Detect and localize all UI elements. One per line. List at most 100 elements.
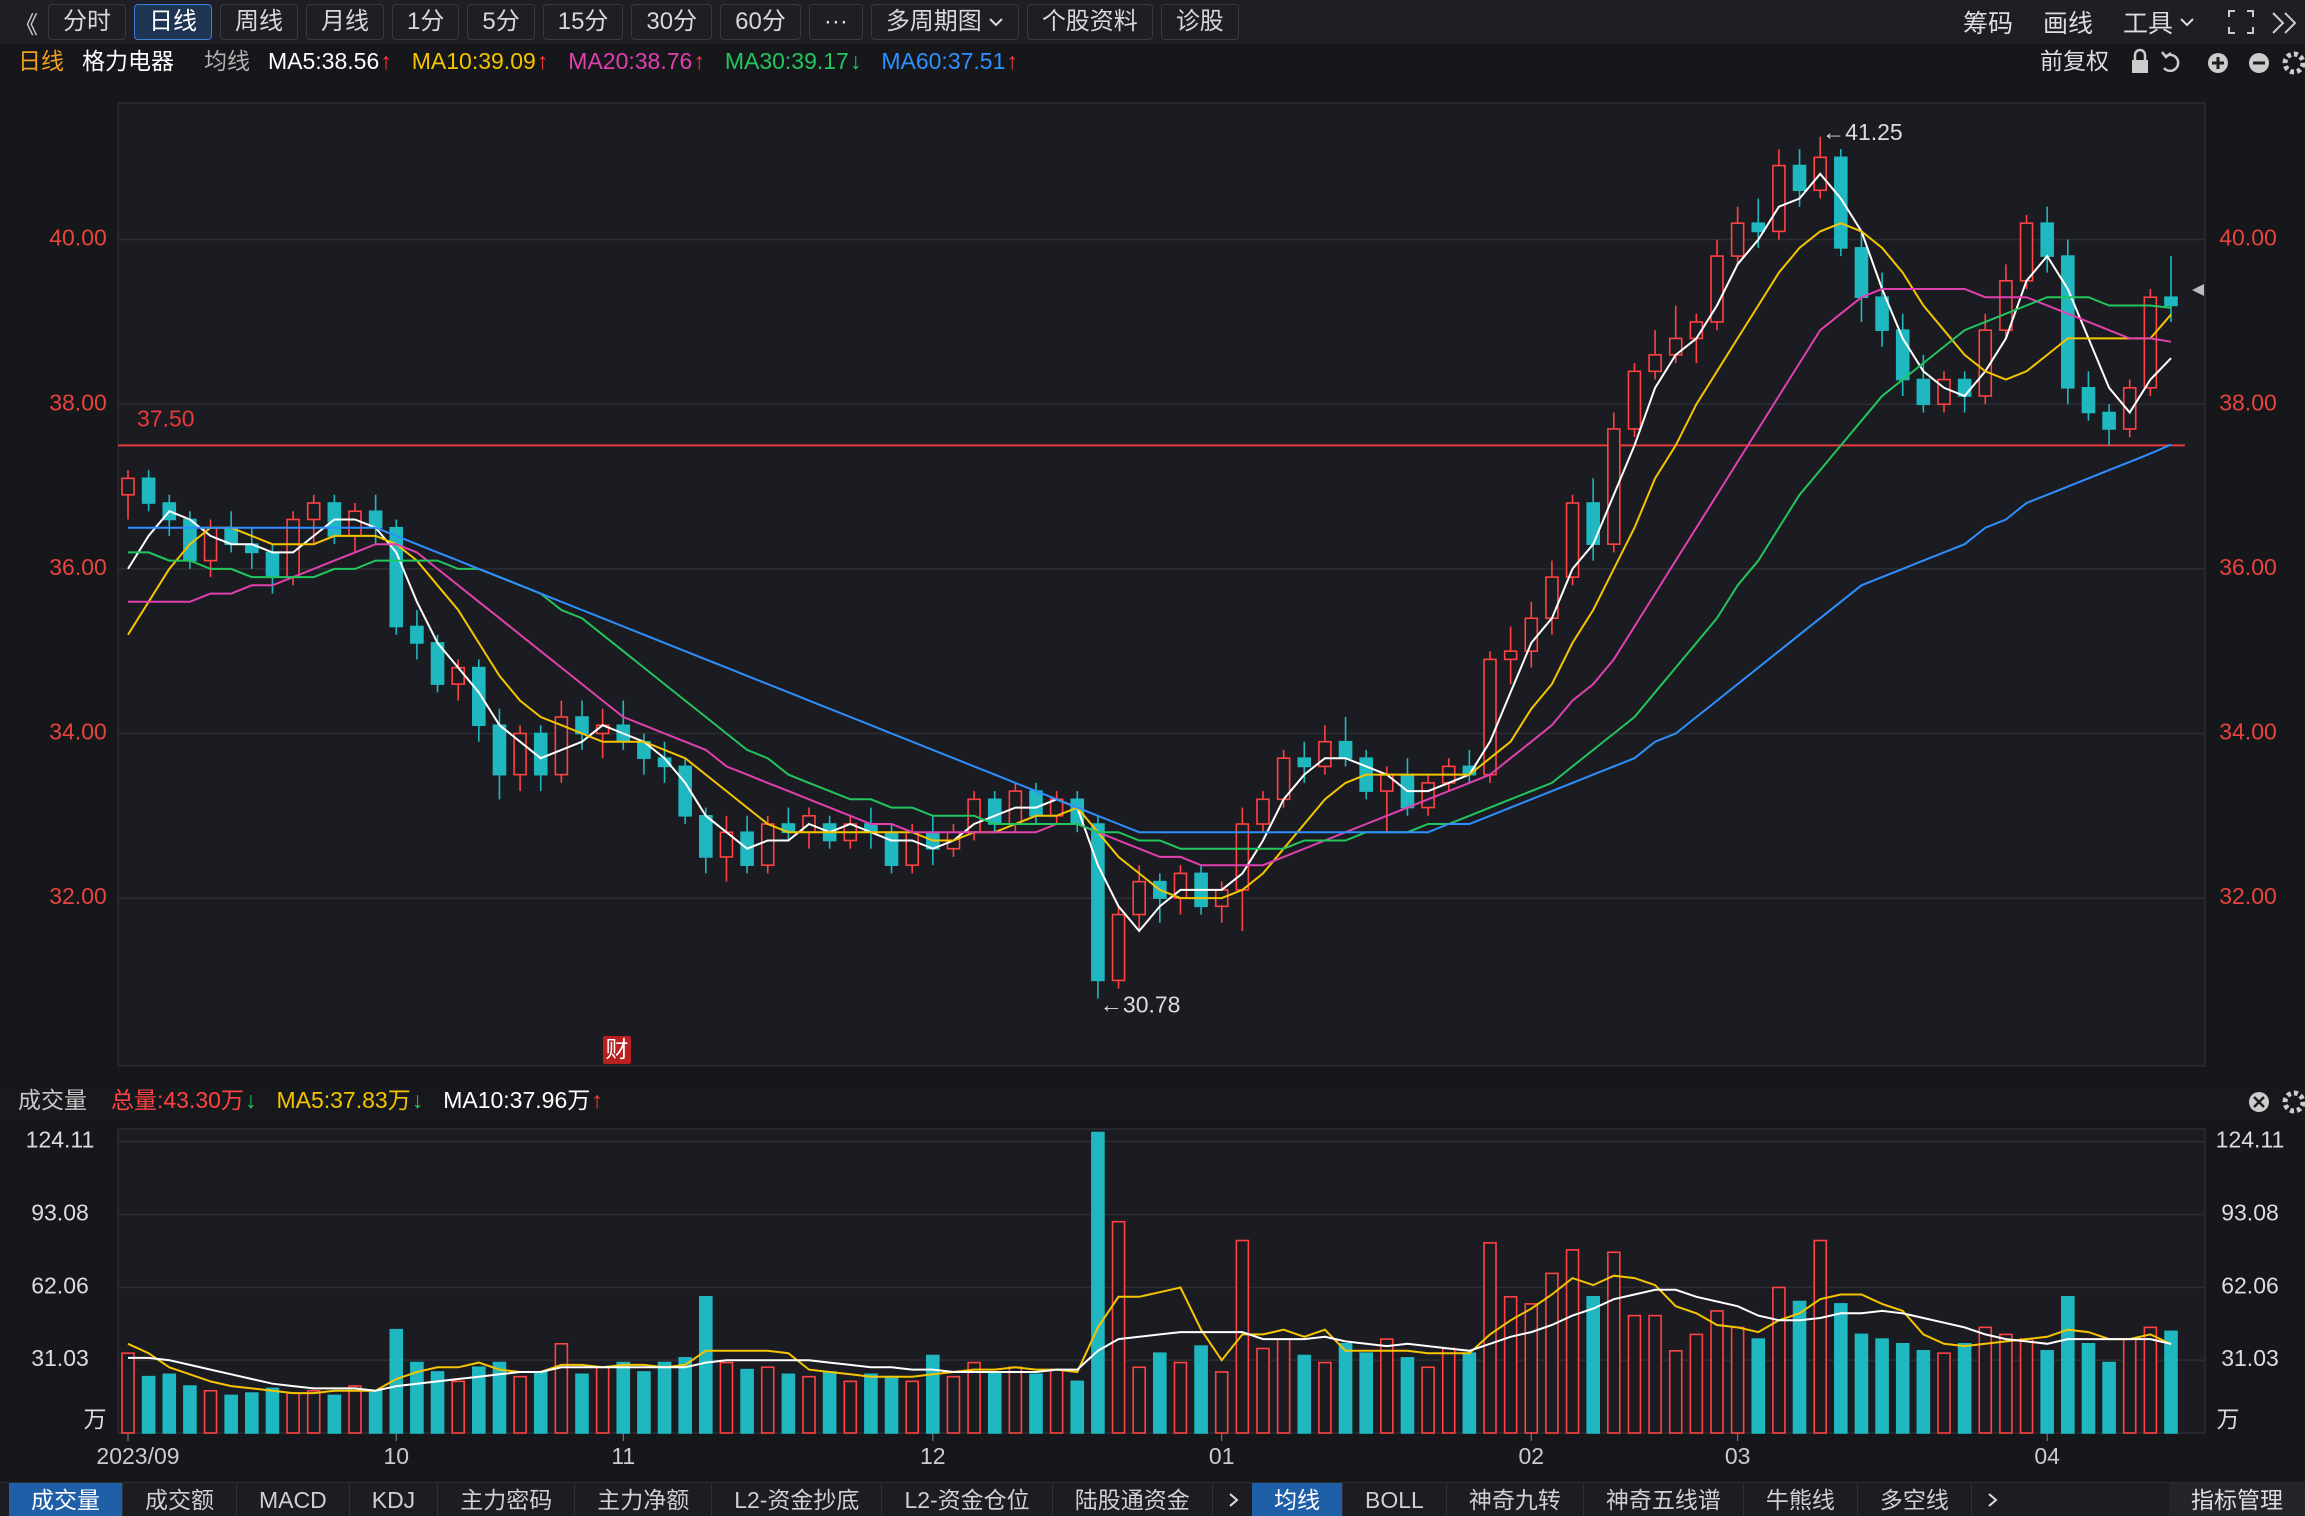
- volume-bar: [1318, 1361, 1332, 1434]
- period-label: 15分: [557, 8, 609, 35]
- candle-body: [2019, 222, 2034, 282]
- period-button[interactable]: 诊股: [1160, 4, 1239, 40]
- lock-shackle: [2133, 48, 2147, 60]
- period-button[interactable]: 月线: [306, 4, 384, 40]
- y-tick-label: 62.06: [31, 1272, 89, 1298]
- volume-bar: [1730, 1326, 1745, 1434]
- candle-body: [1338, 740, 1353, 759]
- ma-line: [127, 172, 2172, 933]
- tool-button[interactable]: 工具: [2123, 4, 2195, 40]
- volume-bar: [575, 1373, 589, 1434]
- candle-body: [1503, 650, 1518, 661]
- overlay-tab[interactable]: 多空线: [1858, 1483, 1972, 1516]
- tabs-left: 成交量 成交额 MACD KDJ 主力密码 主力净额 L2-资金抄底 L2-资金仓位 陆股通资金: [9, 1482, 1249, 1516]
- period-button[interactable]: ···: [808, 4, 863, 40]
- tabs-scroll[interactable]: [1213, 1483, 1249, 1516]
- tool-button[interactable]: 筹码: [1963, 4, 2013, 40]
- candle-body: [2143, 296, 2158, 389]
- icon: [2272, 12, 2297, 34]
- volume-bar: [2019, 1338, 2034, 1434]
- settings-icon: [2282, 51, 2305, 75]
- candle-body: [348, 510, 362, 537]
- volume-bar: [1772, 1286, 1786, 1434]
- price-line-label: 37.50: [137, 405, 195, 431]
- volume-bar: [1483, 1242, 1497, 1434]
- back-button[interactable]: 《: [14, 11, 38, 39]
- legend-text: MA10:37.96万: [443, 1087, 590, 1113]
- indicator-tab[interactable]: 成交量: [9, 1482, 123, 1516]
- indicator-manage[interactable]: 指标管理: [2169, 1483, 2305, 1516]
- legend-text: ↑: [1006, 48, 1018, 74]
- period-label: 5分: [482, 8, 520, 35]
- legend-text: ↓: [245, 1087, 257, 1113]
- candle-body: [1730, 222, 1745, 257]
- settings-icon: [2282, 1090, 2305, 1114]
- legend-text: 总量:43.30万: [111, 1087, 244, 1113]
- volume-bar: [1978, 1326, 1993, 1434]
- volume-bar: [327, 1394, 342, 1434]
- volume-bar: [843, 1380, 858, 1434]
- legend-text: MA30:39.17: [725, 48, 849, 74]
- period-button[interactable]: 多周期图: [870, 4, 1019, 40]
- ma-line: [128, 288, 2172, 867]
- indicator-tab[interactable]: 成交额: [123, 1482, 237, 1516]
- volume-bar: [1545, 1272, 1559, 1434]
- candle-body: [1710, 255, 1724, 323]
- y-tick-label: 38.00: [49, 389, 107, 415]
- candle-body: [1627, 370, 1642, 430]
- candle-body: [1751, 222, 1766, 233]
- volume-bar: [183, 1385, 197, 1434]
- period-button[interactable]: 周线: [220, 4, 298, 40]
- volume-bar: [1875, 1338, 1889, 1434]
- legend-text: MA5:38.56: [268, 48, 379, 74]
- indicator-tab[interactable]: L2-资金抄底: [712, 1482, 883, 1516]
- volume-bar: [1380, 1338, 1394, 1434]
- indicator-tab[interactable]: MACD: [237, 1482, 350, 1516]
- period-button[interactable]: 1分: [392, 4, 460, 40]
- candle-body: [306, 502, 321, 521]
- volume-bar: [637, 1371, 651, 1434]
- candle-body: [1875, 296, 1889, 331]
- volume-bar: [451, 1380, 465, 1434]
- overlay-tab[interactable]: 牛熊线: [1744, 1483, 1858, 1516]
- indicator-tab[interactable]: L2-资金仓位: [882, 1482, 1053, 1516]
- overlay-tab[interactable]: 神奇五线谱: [1584, 1483, 1744, 1516]
- y-tick-label: 32.00: [49, 883, 107, 909]
- indicator-tab[interactable]: 主力净额: [575, 1482, 713, 1516]
- period-button[interactable]: 60分: [720, 4, 801, 40]
- event-marker: [603, 1036, 631, 1064]
- tabs-scroll[interactable]: [1972, 1483, 2008, 1516]
- period-button[interactable]: 分时: [48, 4, 126, 40]
- period-button[interactable]: 30分: [631, 4, 713, 40]
- overlay-tab[interactable]: 神奇九转: [1447, 1483, 1584, 1516]
- candle-body: [554, 716, 569, 776]
- candle-body: [884, 831, 899, 866]
- candle-body: [1854, 247, 1869, 299]
- overlay-tab[interactable]: 均线: [1252, 1483, 1343, 1516]
- volume-bar: [1854, 1333, 1869, 1434]
- window-icons[interactable]: [2225, 7, 2305, 37]
- x-tick-label: 11: [611, 1443, 635, 1469]
- period-button[interactable]: 5分: [467, 4, 535, 40]
- period-label: 多周期图: [885, 8, 982, 35]
- period-label: 诊股: [1175, 8, 1224, 35]
- volume-bar: [1813, 1239, 1827, 1434]
- tool-button[interactable]: 画线: [2043, 4, 2093, 40]
- candle-body: [141, 477, 156, 504]
- period-button[interactable]: 日线: [134, 4, 212, 40]
- overlay-tab[interactable]: BOLL: [1343, 1483, 1447, 1516]
- indicator-tab[interactable]: 主力密码: [438, 1482, 576, 1516]
- volume-bar: [1937, 1352, 1951, 1434]
- volume-bar: [1132, 1366, 1146, 1434]
- period-button[interactable]: 15分: [542, 4, 624, 40]
- volume-bar: [533, 1371, 548, 1434]
- period-button[interactable]: 个股资料: [1026, 4, 1153, 40]
- tool-label: 工具: [2122, 10, 2173, 38]
- volume-bar: [1091, 1131, 1105, 1434]
- candle-body: [1586, 502, 1600, 545]
- legend-text: MA20:38.76: [568, 48, 692, 74]
- indicator-tab[interactable]: KDJ: [350, 1482, 439, 1516]
- ma-line: [127, 1274, 2172, 1395]
- indicator-tab[interactable]: 陆股通资金: [1053, 1482, 1213, 1516]
